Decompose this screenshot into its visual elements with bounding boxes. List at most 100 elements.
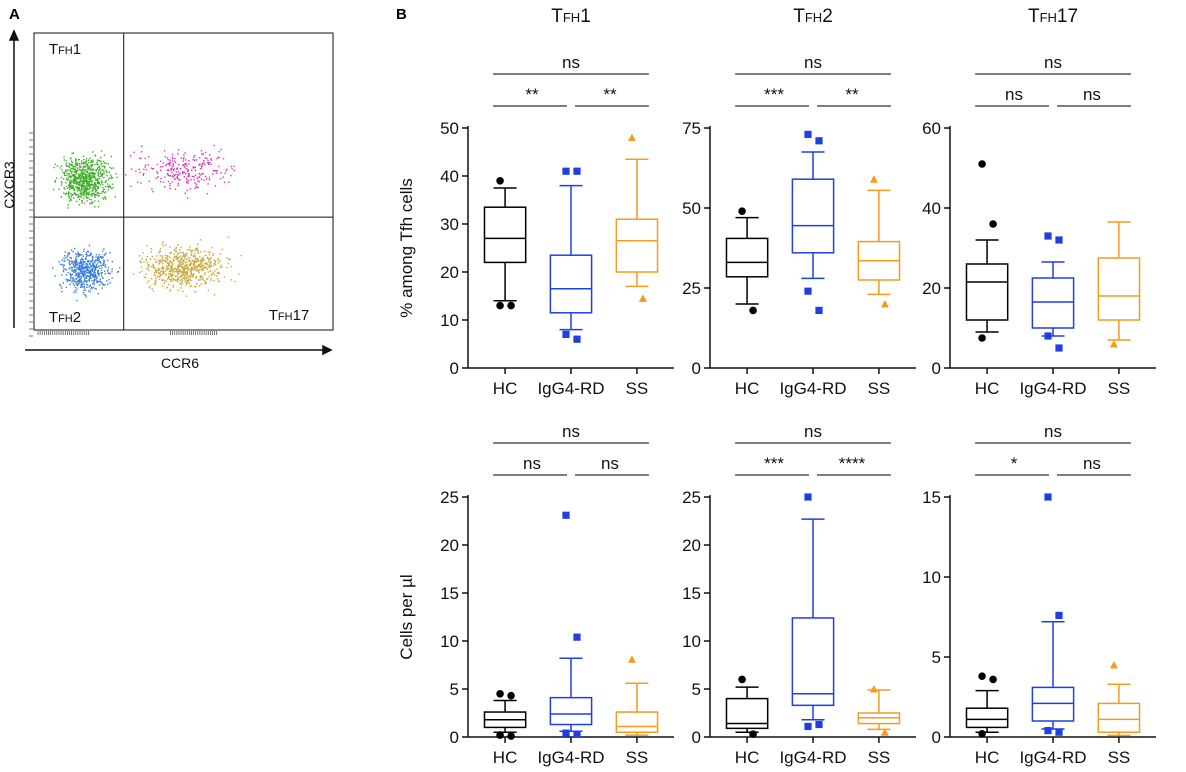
- flow-event: [89, 167, 91, 169]
- flow-event: [154, 281, 156, 283]
- flow-event: [177, 289, 180, 291]
- flow-event: [161, 257, 163, 259]
- flow-event: [85, 269, 87, 272]
- flow-event: [63, 172, 66, 174]
- flow-event: [147, 164, 150, 166]
- flow-event: [197, 260, 199, 262]
- flow-event: [194, 269, 196, 271]
- flow-event: [86, 180, 88, 182]
- flow-event: [65, 181, 67, 184]
- box-iqr: [549, 696, 593, 726]
- flow-event: [82, 194, 84, 196]
- flow-event: [76, 253, 78, 256]
- flow-event: [179, 255, 181, 257]
- flow-event: [214, 185, 216, 187]
- outlier-point: [1055, 611, 1063, 619]
- flow-event: [191, 169, 193, 172]
- flow-event: [62, 266, 65, 269]
- flow-event: [138, 255, 141, 257]
- flow-event: [148, 280, 150, 282]
- flow-event: [103, 171, 105, 173]
- flow-event: [89, 172, 91, 174]
- flow-event: [82, 268, 84, 270]
- flow-event: [162, 181, 165, 183]
- flow-event: [67, 271, 69, 274]
- flow-event: [72, 264, 75, 266]
- flow-event: [69, 176, 71, 178]
- flow-event: [70, 177, 72, 179]
- flow-event: [63, 264, 65, 266]
- flow-event: [91, 265, 93, 267]
- flow-event: [80, 279, 82, 281]
- flow-event: [176, 167, 179, 169]
- flow-event: [82, 270, 84, 272]
- flow-event: [187, 280, 190, 282]
- y-tick-label: 30: [440, 215, 459, 234]
- flow-event: [99, 261, 101, 264]
- flow-event: [141, 145, 143, 147]
- flow-event: [83, 187, 85, 190]
- flow-event: [176, 265, 179, 267]
- flow-event: [59, 263, 62, 266]
- flow-event: [164, 257, 167, 259]
- flow-event: [64, 193, 67, 195]
- flow-event: [155, 255, 158, 257]
- flow-event: [76, 172, 78, 175]
- flow-event: [78, 173, 80, 175]
- flow-event: [104, 273, 106, 275]
- flow-event: [166, 268, 168, 271]
- flow-event: [92, 168, 94, 170]
- flow-event: [207, 162, 210, 164]
- flow-event: [182, 263, 184, 266]
- flow-event: [78, 265, 81, 267]
- flow-event: [198, 164, 200, 166]
- flow-event: [188, 269, 190, 271]
- flow-event: [200, 268, 203, 270]
- flow-event: [175, 269, 178, 271]
- flow-event: [75, 180, 77, 182]
- flow-event: [140, 157, 142, 160]
- flow-event: [75, 282, 77, 285]
- flow-event: [95, 253, 98, 256]
- box-iqr: [615, 711, 659, 733]
- flow-event: [75, 194, 77, 196]
- flow-event: [200, 251, 202, 253]
- flow-event: [86, 174, 88, 176]
- flow-event: [89, 276, 92, 279]
- significance-label-left: ns: [523, 454, 541, 473]
- panel-label-a: A: [9, 6, 20, 23]
- flow-event: [154, 258, 156, 260]
- flow-event: [185, 271, 188, 273]
- flow-event: [77, 164, 79, 166]
- flow-event: [166, 258, 168, 260]
- flow-event: [80, 267, 83, 269]
- flow-event: [214, 170, 216, 172]
- flow-event: [83, 166, 86, 168]
- flow-event: [60, 165, 63, 167]
- flow-event: [189, 285, 191, 288]
- flow-event: [94, 269, 97, 271]
- outlier-point: [1109, 661, 1118, 669]
- flow-event: [79, 180, 81, 182]
- flow-event: [179, 265, 181, 268]
- flow-event: [86, 286, 88, 288]
- flow-event: [68, 262, 70, 264]
- flow-event: [66, 165, 68, 167]
- flow-event: [94, 260, 96, 263]
- flow-event: [96, 168, 98, 170]
- flow-event: [187, 282, 189, 284]
- flow-event: [181, 266, 183, 268]
- flow-event: [94, 164, 96, 166]
- flow-quadrant-label-tfh17-num: 17: [293, 307, 310, 324]
- flow-event: [178, 270, 180, 273]
- flow-event: [65, 286, 67, 289]
- flow-event: [186, 164, 188, 167]
- flow-event: [211, 273, 213, 275]
- flow-event: [106, 259, 109, 262]
- flow-event: [208, 176, 210, 179]
- flow-event: [197, 186, 199, 189]
- flow-event: [220, 172, 222, 174]
- flow-event: [82, 175, 84, 178]
- flow-event: [171, 269, 173, 272]
- x-tick-label: HC: [735, 748, 760, 767]
